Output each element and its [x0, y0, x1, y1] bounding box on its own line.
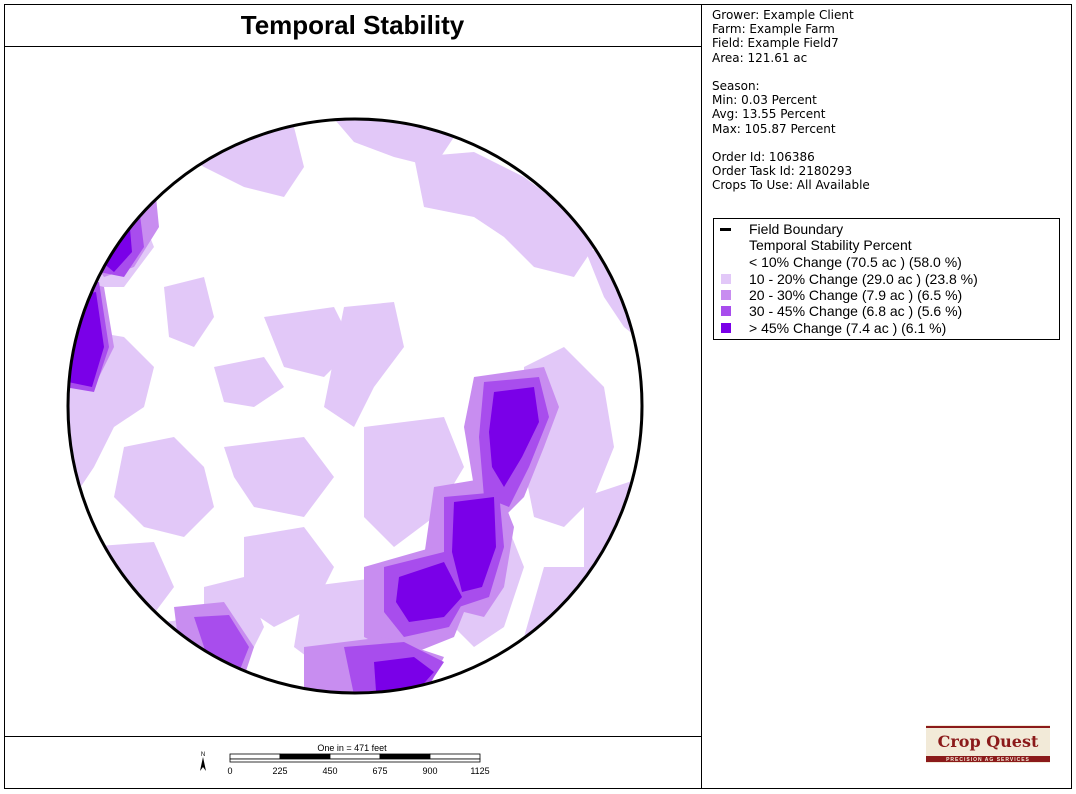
info-panel: Grower: Example Client Farm: Example Far… — [702, 4, 1072, 789]
scale-tick: 0 — [227, 766, 232, 776]
farm-line: Farm: Example Farm — [712, 22, 835, 37]
scale-bar: N One in = 471 feet 0 225 450 675 900 11… — [4, 736, 701, 789]
season-line: Season: — [712, 79, 760, 93]
legend-swatch — [721, 306, 731, 316]
crop-quest-logo: Crop Quest PRECISION AG SERVICES — [926, 725, 1050, 763]
boundary-line-icon — [720, 228, 731, 231]
field-line: Field: Example Field7 — [712, 36, 839, 51]
scale-caption: One in = 471 feet — [317, 743, 387, 753]
legend-swatch — [721, 257, 731, 267]
scale-tick: 675 — [372, 766, 387, 776]
scale-graphic: N One in = 471 feet 0 225 450 675 900 11… — [200, 743, 490, 776]
logo-name: Crop Quest — [938, 732, 1039, 751]
legend-swatch — [721, 290, 731, 300]
map-panel: Temporal Stability — [4, 4, 702, 789]
north-label: N — [201, 752, 205, 758]
avg-line: Avg: 13.55 Percent — [712, 107, 826, 122]
scale-ticks: 0 225 450 675 900 1125 — [227, 766, 489, 776]
legend-heading: Temporal Stability Percent — [749, 237, 912, 253]
scale-segments — [229, 753, 481, 763]
logo-tagline: PRECISION AG SERVICES — [946, 757, 1030, 763]
legend-swatch — [721, 323, 731, 333]
field-boundary — [66, 117, 644, 695]
map-area[interactable] — [4, 47, 701, 736]
field-info: Grower: Example Client Farm: Example Far… — [712, 8, 870, 193]
legend-boundary-label: Field Boundary — [749, 221, 844, 237]
area-line: Area: 121.61 ac — [712, 50, 808, 65]
crops-line: Crops To Use: All Available — [712, 178, 870, 193]
legend-class-label: 20 - 30% Change (7.9 ac ) (6.5 %) — [749, 287, 963, 303]
legend-class-label: 10 - 20% Change (29.0 ac ) (23.8 %) — [749, 271, 978, 287]
scale-tick: 900 — [422, 766, 437, 776]
order-task-id-line: Order Task Id: 2180293 — [712, 164, 853, 179]
title-bar: Temporal Stability — [4, 4, 701, 47]
map-title: Temporal Stability — [240, 9, 465, 40]
scale-tick: 1125 — [470, 766, 489, 776]
legend-class-label: 30 - 45% Change (6.8 ac ) (5.6 %) — [749, 303, 963, 319]
scale-tick: 225 — [272, 766, 287, 776]
page-frame — [4, 4, 1072, 789]
min-line: Min: 0.03 Percent — [712, 93, 817, 108]
field-map[interactable] — [4, 47, 701, 736]
legend: Field Boundary Temporal Stability Percen… — [713, 218, 1060, 340]
stability-zones — [68, 119, 642, 693]
order-id-line: Order Id: 106386 — [712, 150, 815, 164]
legend-swatch — [721, 274, 731, 284]
zone-10-20 — [68, 119, 642, 693]
grower-line: Grower: Example Client — [712, 8, 854, 22]
max-line: Max: 105.87 Percent — [712, 121, 836, 136]
legend-class-label: > 45% Change (7.4 ac ) (6.1 %) — [749, 320, 947, 336]
legend-class-label: < 10% Change (70.5 ac ) (58.0 %) — [749, 254, 962, 270]
north-arrow-icon: N — [200, 752, 206, 771]
scale-tick: 450 — [322, 766, 337, 776]
